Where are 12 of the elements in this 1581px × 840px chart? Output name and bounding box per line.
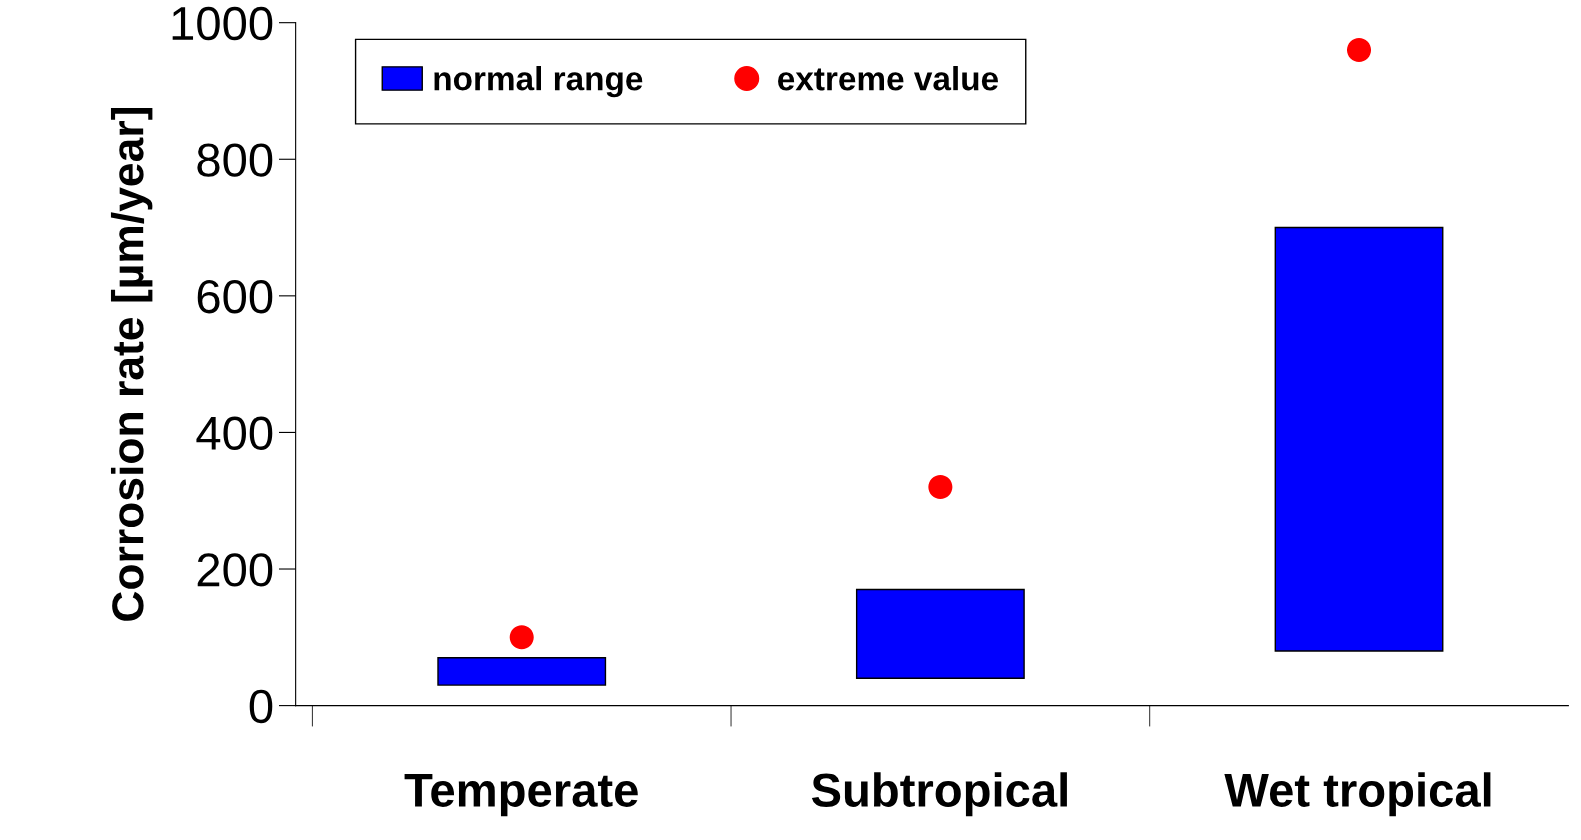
x-tick-label: Subtropical — [811, 772, 1067, 817]
y-tick-label: 200 — [197, 553, 273, 587]
y-tick-label: 800 — [197, 143, 273, 177]
y-tick-label: 0 — [249, 689, 273, 724]
x-tick-label: Wet tropical — [1224, 772, 1491, 817]
legend-label: extreme value — [778, 66, 998, 91]
y-axis-title: Corrosion rate [µm/year] — [110, 108, 153, 621]
x-tick-label: Temperate — [404, 774, 638, 817]
legend-label: normal range — [434, 66, 643, 98]
y-tick-label: 1000 — [172, 6, 273, 41]
y-tick-label: 400 — [196, 416, 273, 451]
y-tick-label: 600 — [197, 279, 273, 314]
